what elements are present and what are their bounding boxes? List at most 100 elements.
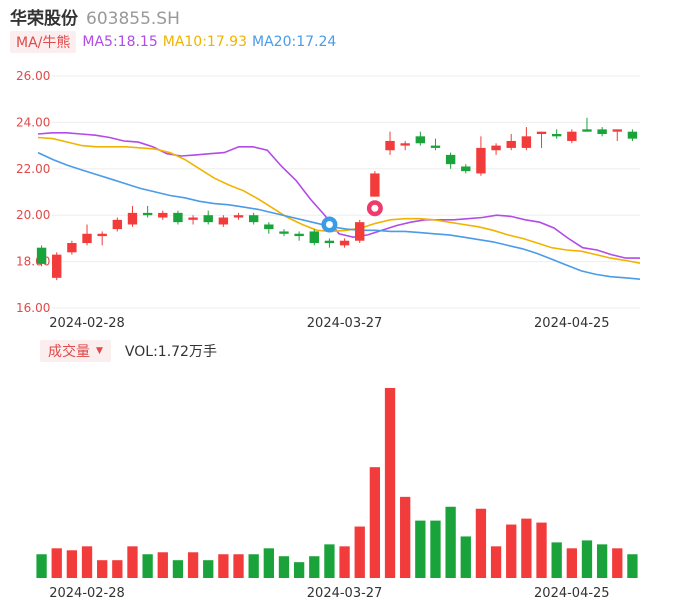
volume-bar <box>566 548 577 578</box>
volume-bar <box>66 550 78 578</box>
candle <box>612 129 622 141</box>
candle-body <box>385 140 395 151</box>
candle <box>142 205 153 218</box>
y-tick-label: 26.00 <box>16 69 50 83</box>
volume-bar <box>172 560 184 578</box>
candle-body <box>627 131 638 139</box>
candle <box>36 245 47 267</box>
candle-body <box>521 136 532 148</box>
stock-name: 华荣股份 <box>10 9 78 29</box>
volume-bar <box>430 520 441 578</box>
candle <box>551 129 562 139</box>
candle-body <box>582 129 592 132</box>
volume-bar <box>36 554 47 578</box>
volume-bar <box>369 467 381 578</box>
volume-date-axis: 2024-02-28 2024-03-27 2024-04-25 <box>49 586 609 601</box>
candle-body <box>203 215 213 223</box>
ma5-line <box>37 132 640 259</box>
candle <box>415 131 426 146</box>
volume-bar <box>551 542 562 578</box>
candle-body <box>461 166 471 172</box>
candle <box>582 117 592 132</box>
candle-body <box>218 217 229 225</box>
candle-body <box>476 147 486 174</box>
candle <box>400 140 410 151</box>
candle-body <box>264 224 274 230</box>
volume-bar <box>354 526 365 578</box>
bear-marker-dot <box>325 220 333 228</box>
volume-bar <box>521 518 532 578</box>
candle <box>445 152 456 169</box>
candle <box>536 131 547 148</box>
volume-bar <box>581 540 593 578</box>
ma-lines <box>37 132 641 280</box>
candle <box>385 131 395 155</box>
ma-bull-bear-tab[interactable]: MA/牛熊 <box>10 31 77 53</box>
candle-body <box>294 233 304 237</box>
bull-marker-dot <box>371 204 379 212</box>
candle <box>218 215 229 227</box>
y-tick-label: 20.00 <box>16 208 50 222</box>
candle-body <box>158 212 168 218</box>
x-tick-label: 2024-03-27 <box>307 316 383 331</box>
volume-bar <box>51 548 62 578</box>
volume-tab[interactable]: 成交量 ▼ <box>40 340 111 362</box>
candle <box>67 240 77 255</box>
volume-bar <box>612 548 623 578</box>
x-tick-label: 2024-02-28 <box>49 586 125 601</box>
price-date-axis: 2024-02-28 2024-03-27 2024-04-25 <box>49 316 609 331</box>
candle-body <box>491 145 501 151</box>
volume-bar <box>445 506 456 578</box>
candle <box>491 143 501 155</box>
candle-body <box>97 233 107 237</box>
stock-header: 华荣股份 603855.SH <box>10 4 180 29</box>
ma10-label: MA10:17.93 <box>162 34 248 50</box>
candle <box>430 138 441 151</box>
candle-body <box>430 145 441 148</box>
candle-body <box>309 231 319 244</box>
volume-bar <box>596 544 608 578</box>
markers <box>321 200 383 233</box>
candle <box>248 212 259 225</box>
candle <box>82 224 92 246</box>
candle <box>370 171 380 197</box>
candle <box>158 210 168 220</box>
x-tick-label: 2024-04-25 <box>534 316 610 331</box>
candle-body <box>36 247 47 264</box>
volume-bar <box>187 552 199 578</box>
volume-bar <box>142 554 153 578</box>
candle-body <box>112 219 123 230</box>
candle <box>294 231 304 241</box>
candle <box>461 164 471 174</box>
y-tick-label: 22.00 <box>16 162 50 176</box>
volume-bar <box>384 388 396 578</box>
volume-bar <box>506 524 517 578</box>
candle-body <box>445 154 456 165</box>
candle <box>188 215 198 225</box>
volume-bar <box>339 546 350 578</box>
volume-bar <box>112 560 123 578</box>
candle <box>127 205 138 227</box>
ma5-label: MA5:18.15 <box>82 34 158 50</box>
candle <box>233 212 244 220</box>
candle <box>112 217 123 232</box>
volume-tab-label: 成交量 <box>48 344 90 360</box>
ma10-line <box>37 136 641 264</box>
x-tick-label: 2024-03-27 <box>307 586 383 601</box>
volume-bar <box>203 560 214 578</box>
candle <box>521 127 532 151</box>
volume-bar <box>248 554 259 578</box>
volume-legend: 成交量 ▼ VOL:1.72万手 <box>40 340 217 362</box>
candle-body <box>370 173 380 197</box>
price-grid <box>52 75 640 309</box>
volume-bar <box>536 522 547 578</box>
candle-body <box>279 231 289 234</box>
candle-body <box>233 215 244 218</box>
candle-body <box>142 212 153 216</box>
ma-legend: MA/牛熊 MA5:18.15 MA10:17.93 MA20:17.24 <box>10 31 341 53</box>
candle <box>476 136 486 176</box>
caret-down-icon: ▼ <box>96 346 103 356</box>
volume-bar <box>278 556 290 578</box>
